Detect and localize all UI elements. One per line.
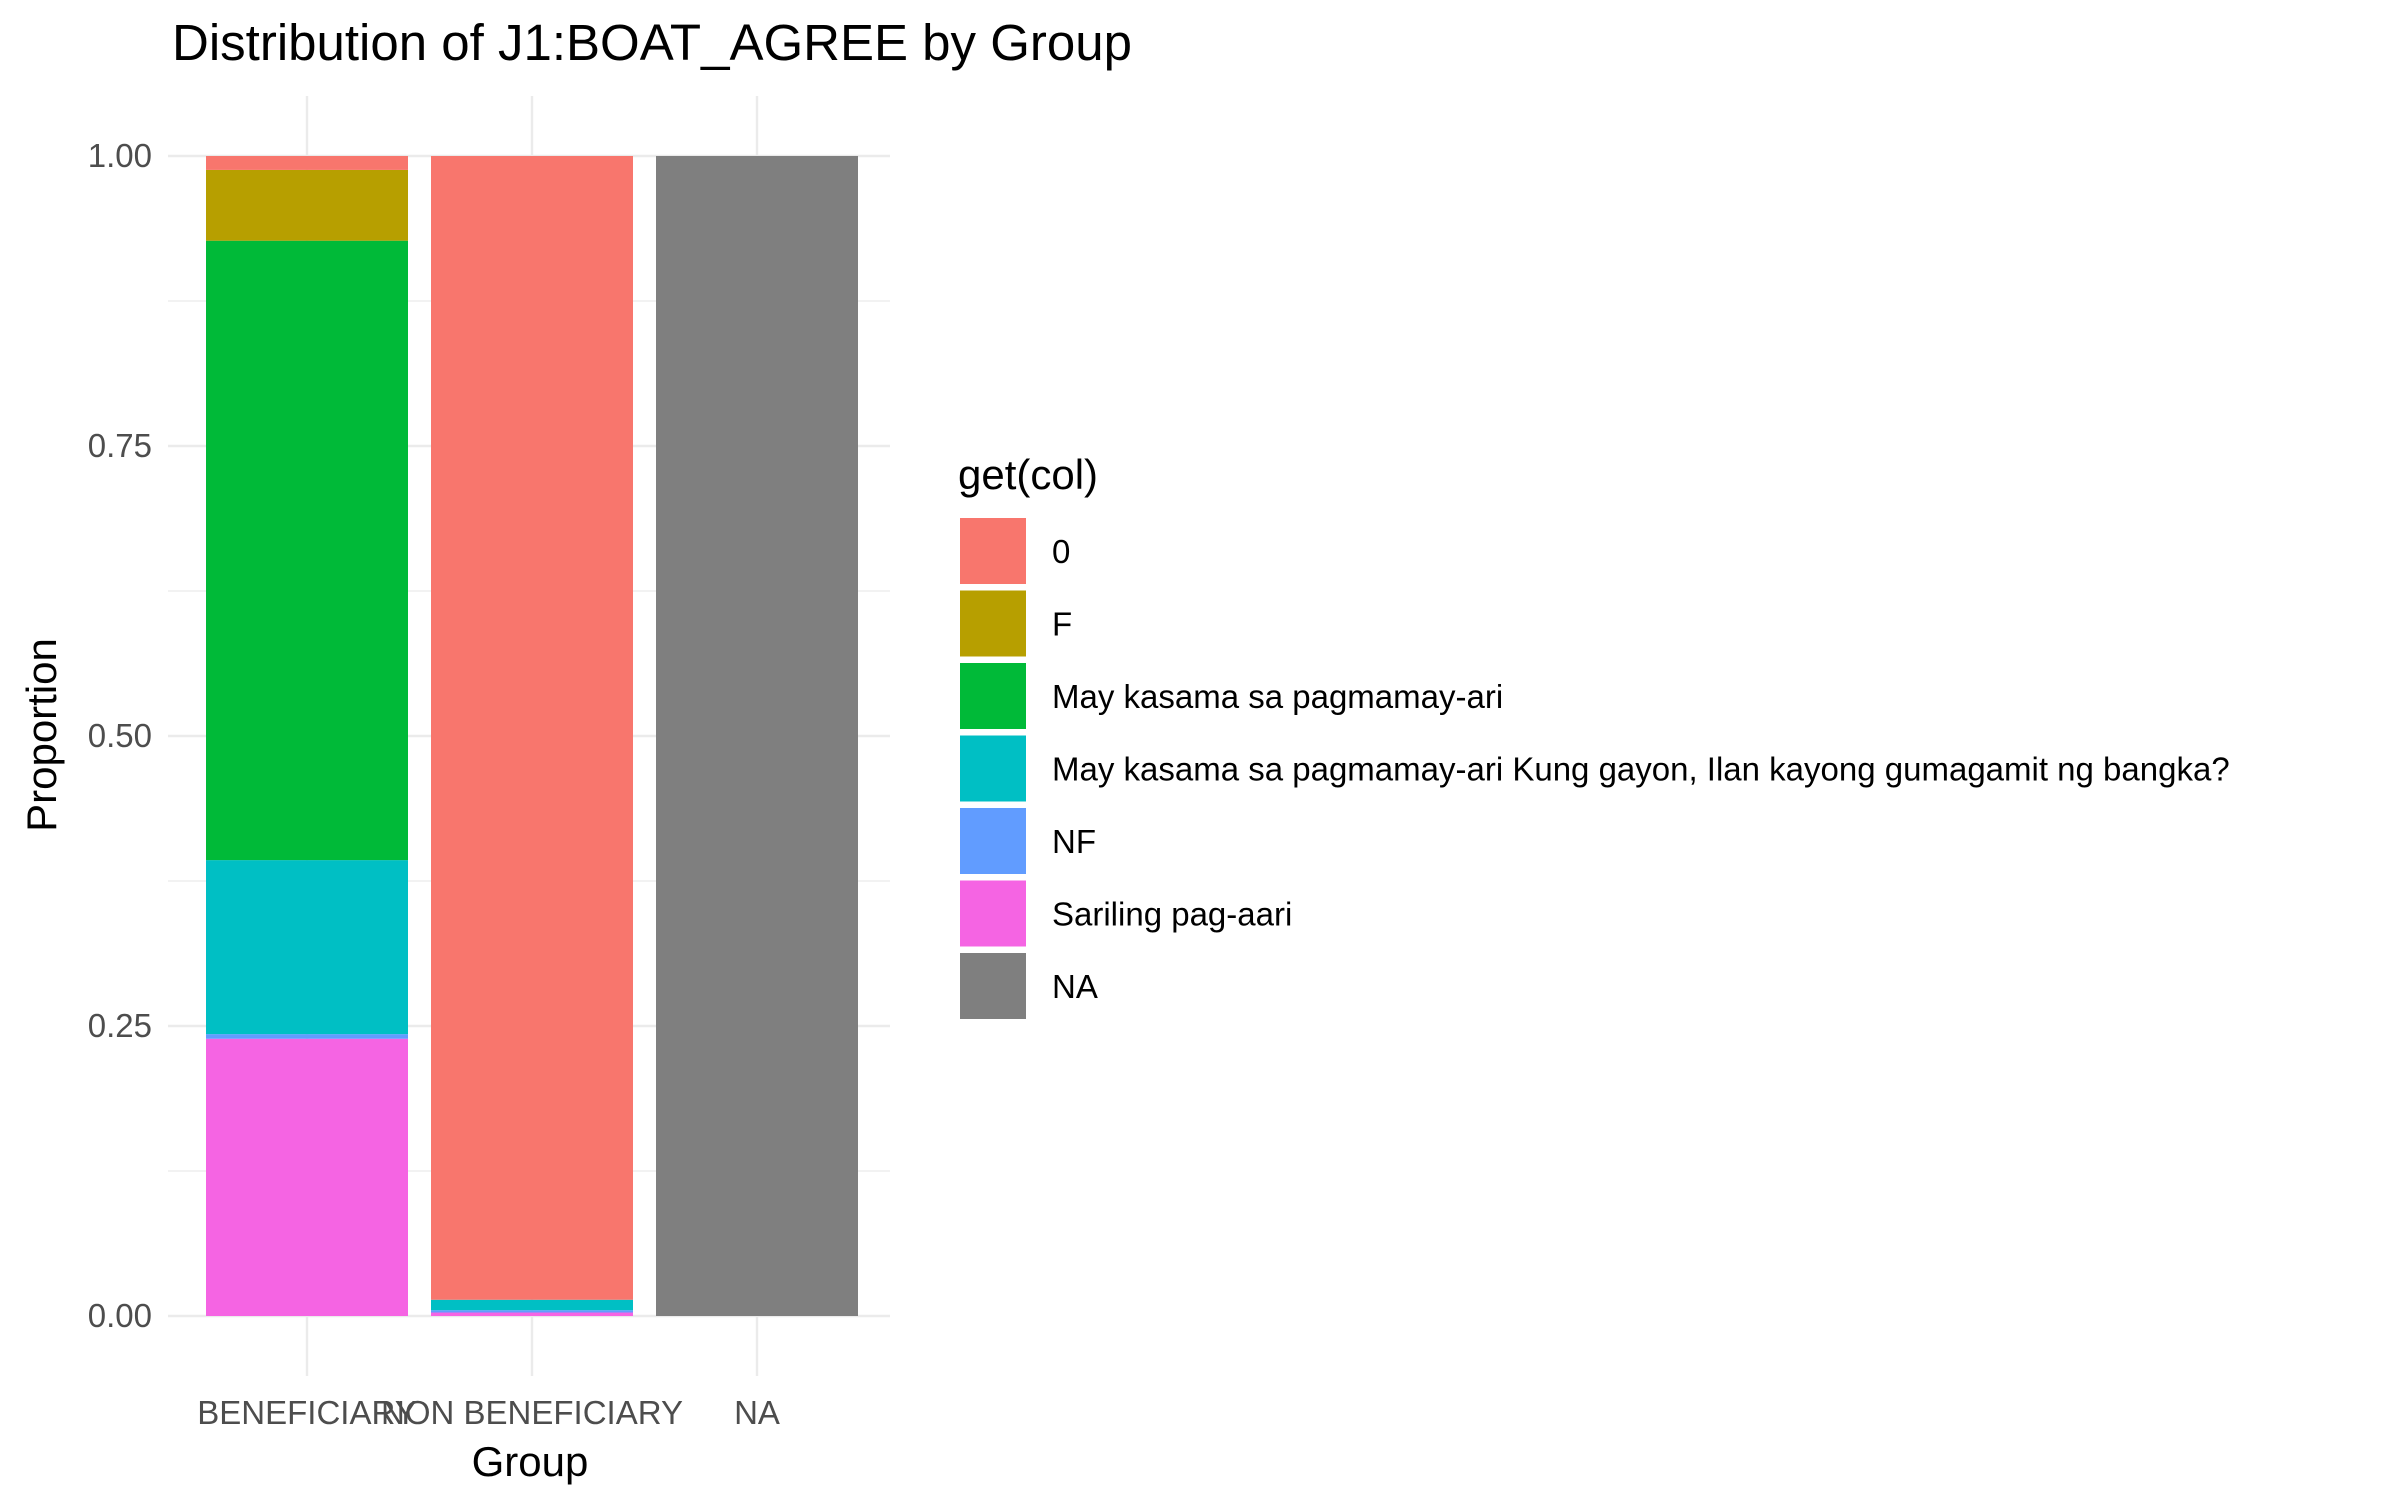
y-tick-label: 0.50 [88, 717, 152, 754]
legend-label: May kasama sa pagmamay-ari Kung gayon, I… [1052, 751, 2230, 788]
bar-segment [206, 156, 408, 170]
legend-key [960, 808, 1026, 874]
bar-segment [206, 860, 408, 1035]
legend-title: get(col) [958, 451, 1098, 498]
x-axis-title: Group [472, 1438, 589, 1485]
bar-segment [206, 240, 408, 861]
bar-segment [431, 156, 633, 1300]
legend-label: F [1052, 606, 1072, 643]
legend-key [960, 880, 1026, 947]
bar-segment [431, 1312, 633, 1316]
legend-key [960, 663, 1026, 729]
legend-label: NA [1052, 968, 1098, 1005]
y-axis-title: Proportion [18, 638, 65, 832]
y-tick-label: 1.00 [88, 137, 152, 174]
legend-label: NF [1052, 823, 1096, 860]
legend-key [960, 590, 1026, 657]
bar-segment [206, 1034, 408, 1039]
x-tick-label: NON BENEFICIARY [381, 1394, 683, 1431]
legend-key [960, 953, 1026, 1019]
bars-layer [206, 156, 858, 1316]
y-tick-label: 0.00 [88, 1297, 152, 1334]
legend-label: Sariling pag-aari [1052, 896, 1292, 933]
chart-title: Distribution of J1:BOAT_AGREE by Group [172, 14, 1132, 71]
bar-segment [206, 169, 408, 241]
bar-segment [656, 156, 858, 1316]
legend: get(col) 0 F May kasama sa pagmamay-ari May… [958, 451, 2230, 1019]
bar-segment [431, 1299, 633, 1311]
legend-label: 0 [1052, 533, 1070, 570]
legend-key [960, 735, 1026, 802]
y-tick-label: 0.75 [88, 427, 152, 464]
y-tick-label: 0.25 [88, 1007, 152, 1044]
bar-segment [431, 1310, 633, 1313]
legend-key [960, 518, 1026, 584]
legend-label: May kasama sa pagmamay-ari [1052, 678, 1503, 715]
x-tick-label: BENEFICIARY [197, 1394, 416, 1431]
y-tick-labels: 0.00 0.25 0.50 0.75 1.00 [88, 137, 152, 1334]
bar-segment [206, 1038, 408, 1316]
x-tick-label: NA [734, 1394, 780, 1431]
